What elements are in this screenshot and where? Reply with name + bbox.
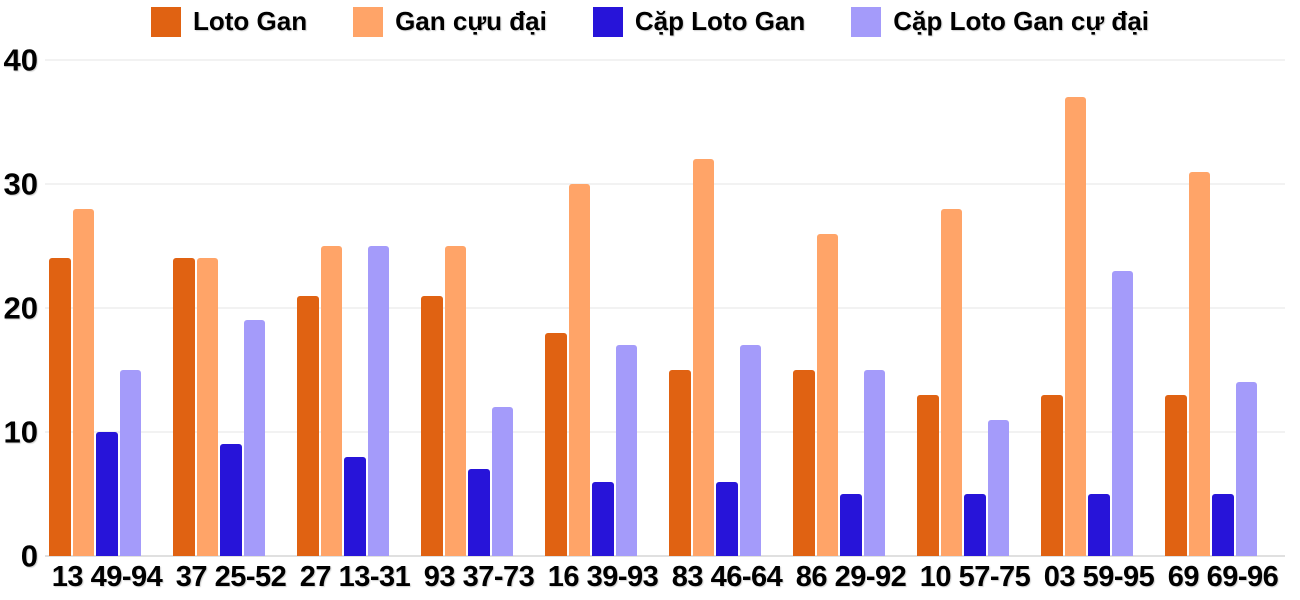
bar-series-0-group-3[interactable] [421, 295, 443, 556]
bar-series-3-group-6[interactable] [863, 370, 885, 556]
bar-series-0-group-0[interactable] [49, 258, 71, 556]
bar-series-1-group-1[interactable] [196, 258, 218, 556]
bar-series-2-group-1[interactable] [220, 444, 242, 556]
bar-series-0-group-4[interactable] [545, 332, 567, 556]
legend-swatch-icon [353, 6, 384, 37]
bar-group-6 [789, 60, 913, 556]
chart-legend: Loto Gan Gan cựu đại Cặp Loto Gan Cặp Loto … [0, 6, 1300, 37]
legend-item-series-0[interactable]: Loto Gan [150, 6, 308, 37]
gridline-y-30 [45, 183, 1285, 185]
gridline-y-40 [45, 59, 1285, 61]
x-tick-label-6: 86 29-92 [795, 561, 907, 593]
y-tick-label-40: 40 [3, 42, 38, 78]
bar-series-3-group-9[interactable] [1235, 382, 1257, 556]
x-tick-label-8: 03 59-95 [1043, 561, 1155, 593]
x-tick-label-2: 27 13-31 [299, 561, 411, 593]
bar-group-8 [1037, 60, 1161, 556]
bar-series-3-group-4[interactable] [615, 345, 637, 556]
bar-series-0-group-7[interactable] [917, 394, 939, 556]
legend-label: Gan cựu đại [395, 6, 547, 36]
x-tick-label-5: 83 46-64 [671, 561, 783, 593]
legend-label: Cặp Loto Gan cự đại [893, 6, 1149, 36]
bar-series-0-group-1[interactable] [173, 258, 195, 556]
bar-series-2-group-3[interactable] [468, 469, 490, 556]
bar-series-3-group-3[interactable] [491, 407, 513, 556]
legend-swatch-icon [150, 6, 181, 37]
y-axis: 0 10 20 30 40 [0, 45, 38, 572]
bar-series-1-group-2[interactable] [320, 246, 342, 556]
y-tick-label-0: 0 [20, 538, 38, 574]
bar-group-2 [293, 60, 417, 556]
bar-series-3-group-2[interactable] [367, 246, 389, 556]
x-tick-label-0: 13 49-94 [51, 561, 163, 593]
legend-swatch-icon [592, 6, 623, 37]
bar-series-1-group-5[interactable] [692, 159, 714, 556]
bar-series-2-group-6[interactable] [840, 494, 862, 556]
bar-group-5 [665, 60, 789, 556]
bar-series-2-group-0[interactable] [96, 432, 118, 556]
bar-series-2-group-7[interactable] [964, 494, 986, 556]
bar-series-3-group-8[interactable] [1111, 270, 1133, 556]
x-tick-label-7: 10 57-75 [919, 561, 1031, 593]
gridline-y-10 [45, 431, 1285, 433]
x-axis-line [45, 555, 1285, 557]
bar-series-1-group-0[interactable] [72, 208, 94, 556]
x-axis: 13 49-94 37 25-52 27 13-31 93 37-73 16 39-93… [45, 560, 1285, 595]
x-tick-label-9: 69 69-96 [1167, 561, 1279, 593]
bar-series-2-group-8[interactable] [1088, 494, 1110, 556]
bar-group-9 [1161, 60, 1285, 556]
bar-series-1-group-9[interactable] [1188, 171, 1210, 556]
gridline-y-20 [45, 307, 1285, 309]
legend-item-series-2[interactable]: Cặp Loto Gan [592, 6, 806, 37]
bar-series-2-group-9[interactable] [1212, 494, 1234, 556]
x-tick-label-4: 16 39-93 [547, 561, 659, 593]
bar-series-1-group-8[interactable] [1064, 97, 1086, 556]
bar-series-0-group-2[interactable] [297, 295, 319, 556]
bar-series-2-group-2[interactable] [344, 456, 366, 556]
bar-series-0-group-8[interactable] [1041, 394, 1063, 556]
legend-swatch-icon [851, 6, 882, 37]
bar-series-3-group-1[interactable] [243, 320, 265, 556]
bar-series-3-group-7[interactable] [987, 419, 1009, 556]
plot-area [45, 59, 1285, 557]
bar-series-3-group-5[interactable] [739, 345, 761, 556]
bar-series-3-group-0[interactable] [119, 370, 141, 556]
y-tick-label-20: 20 [3, 290, 38, 326]
bar-series-1-group-4[interactable] [568, 184, 590, 556]
y-tick-label-30: 30 [3, 166, 38, 202]
bar-series-1-group-3[interactable] [444, 246, 466, 556]
bar-series-2-group-5[interactable] [716, 481, 738, 556]
bar-series-0-group-5[interactable] [669, 370, 691, 556]
y-tick-label-10: 10 [3, 414, 38, 450]
legend-item-series-3[interactable]: Cặp Loto Gan cự đại [851, 6, 1149, 37]
bar-series-1-group-7[interactable] [940, 208, 962, 556]
bar-group-1 [169, 60, 293, 556]
bar-group-0 [45, 60, 169, 556]
bar-series-1-group-6[interactable] [816, 233, 838, 556]
bar-group-3 [417, 60, 541, 556]
bar-series-0-group-6[interactable] [793, 370, 815, 556]
bar-series-0-group-9[interactable] [1165, 394, 1187, 556]
legend-label: Loto Gan [192, 6, 308, 36]
bar-group-7 [913, 60, 1037, 556]
x-tick-label-1: 37 25-52 [175, 561, 287, 593]
legend-label: Cặp Loto Gan [634, 6, 806, 36]
legend-item-series-1[interactable]: Gan cựu đại [353, 6, 547, 37]
x-tick-label-3: 93 37-73 [423, 561, 535, 593]
bar-series-2-group-4[interactable] [592, 481, 614, 556]
bar-group-4 [541, 60, 665, 556]
